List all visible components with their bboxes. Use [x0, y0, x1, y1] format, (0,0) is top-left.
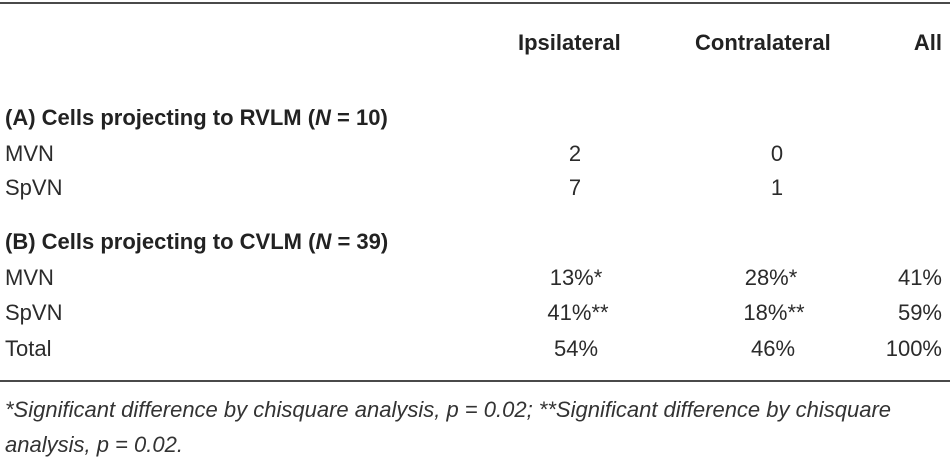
table-row-label: Total [5, 336, 52, 361]
table-top-rule [0, 2, 950, 4]
table-footnote: *Significant difference by chisquare ana… [5, 397, 892, 457]
table-row-label: SpVN [5, 300, 63, 325]
header-all: All [913, 30, 942, 55]
table-cell-ipsilateral: 41%** [547, 300, 609, 325]
table-cell-all: 59% [897, 300, 942, 325]
table-row-label: SpVN [5, 175, 63, 200]
table-cell-contralateral: 28%* [744, 265, 798, 290]
table-cell-contralateral: 18%** [743, 300, 805, 325]
table-cell-ipsilateral: 13%* [549, 265, 603, 290]
table-row-label: MVN [5, 141, 54, 166]
header-ipsilateral: Ipsilateral [518, 30, 621, 55]
table-cell-ipsilateral: 54% [553, 336, 599, 361]
section-a-title: (A) Cells projecting to RVLM (N = 10) [5, 105, 388, 130]
table-bottom-rule [0, 380, 950, 382]
header-contralateral: Contralateral [695, 30, 831, 55]
table-row-label: MVN [5, 265, 54, 290]
table-cell-contralateral: 1 [770, 175, 784, 200]
table-cell-contralateral: 0 [770, 141, 784, 166]
table-cell-ipsilateral: 2 [568, 141, 582, 166]
table-cell-all: 100% [885, 336, 942, 361]
table-cell-all: 41% [897, 265, 942, 290]
table-cell-ipsilateral: 7 [568, 175, 582, 200]
table-cell-contralateral: 46% [750, 336, 796, 361]
section-b-title: (B) Cells projecting to CVLM (N = 39) [5, 229, 389, 254]
